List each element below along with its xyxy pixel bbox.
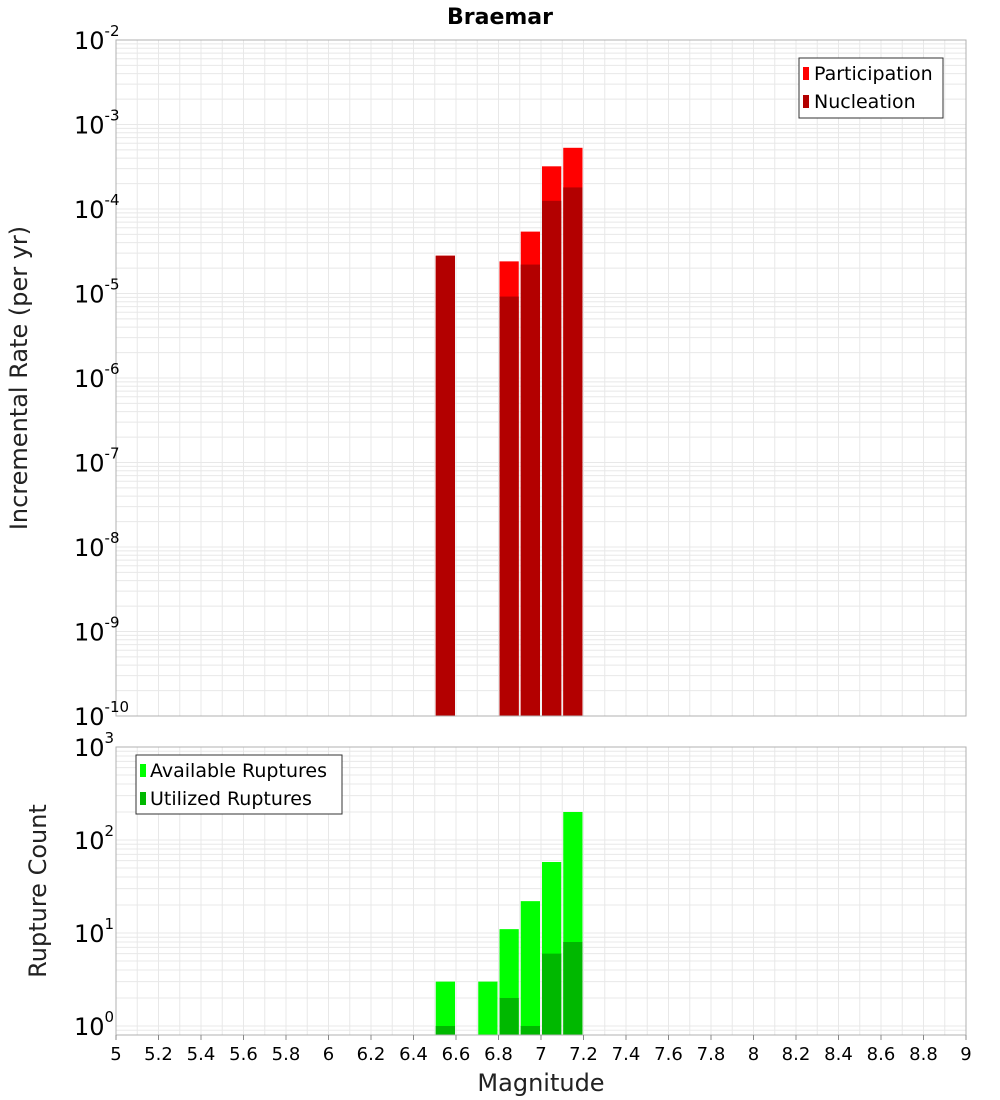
x-tick-label: 8.2: [782, 1044, 811, 1065]
top-plot-frame: [115, 39, 967, 717]
x-tick-label: 6.2: [357, 1044, 386, 1065]
bottom-bar-utilized-ruptures-6.55: [435, 1025, 455, 1035]
bottom-bars: [435, 812, 583, 1035]
bottom-y-tick-label: 102: [74, 822, 114, 855]
bottom-legend-box: [135, 754, 343, 815]
x-tick-label: 8.4: [824, 1044, 853, 1065]
top-legend-box: [798, 57, 944, 119]
top-y-tick-label: 10-4: [74, 191, 120, 224]
legend-swatch-nucleation: [803, 95, 809, 108]
x-tick-label: 6: [323, 1044, 334, 1065]
legend-swatch-participation: [803, 67, 809, 80]
bottom-y-tick-label: 100: [74, 1008, 114, 1041]
bottom-bar-utilized-ruptures-7.15: [563, 942, 583, 1035]
top-bar-nucleation-7.15: [563, 187, 583, 717]
bottom-bar-available-ruptures-6.55: [435, 981, 455, 1035]
top-y-tick-label: 10-9: [74, 614, 120, 647]
top-legend: Participation Nucleation: [798, 57, 944, 119]
x-tick-label: 7.2: [569, 1044, 598, 1065]
bottom-y-ticks: 103 102 101 100: [74, 729, 114, 1041]
x-tick-label: 6.6: [442, 1044, 471, 1065]
legend-label-utilized: Utilized Ruptures: [150, 788, 312, 810]
top-y-tick-label: 10-5: [74, 276, 120, 309]
x-tick-label: 9: [960, 1044, 971, 1065]
x-tick-label: 8: [748, 1044, 759, 1065]
x-tick-label: 8.6: [867, 1044, 896, 1065]
x-axis-label: Magnitude: [477, 1069, 604, 1097]
top-bar-nucleation-6.55: [435, 255, 455, 716]
bottom-bar-available-ruptures-6.75: [478, 981, 498, 1035]
top-panel: 10-2 10-3 10-4 10-5 10-6 10-7 10-8 10-9 10-10 In…: [5, 22, 967, 731]
top-bar-nucleation-6.85: [499, 296, 519, 716]
bottom-bar-utilized-ruptures-6.95: [520, 1025, 540, 1035]
bottom-y-axis-label: Rupture Count: [24, 804, 52, 978]
bottom-panel: 103 102 101 100 Rupture Count Available Rup…: [24, 729, 967, 1041]
top-y-tick-label: 10-6: [74, 360, 120, 393]
x-tick-label: 7: [535, 1044, 546, 1065]
bottom-bar-utilized-ruptures-7.05: [542, 953, 562, 1035]
x-tick-label: 6.8: [484, 1044, 513, 1065]
top-y-tick-label: 10-3: [74, 107, 120, 140]
top-bars: [435, 147, 583, 717]
bottom-legend: Available Ruptures Utilized Ruptures: [135, 754, 343, 815]
x-tick-label: 5.4: [187, 1044, 216, 1065]
x-tick-label: 7.4: [612, 1044, 641, 1065]
x-tick-label: 7.6: [654, 1044, 683, 1065]
x-tick-label: 8.8: [909, 1044, 938, 1065]
top-gridlines: [115, 39, 967, 717]
x-tick-label: 5.8: [272, 1044, 301, 1065]
top-y-axis-label: Incremental Rate (per yr): [5, 226, 33, 530]
bottom-y-tick-label: 103: [74, 729, 114, 762]
x-tick-label: 5.6: [229, 1044, 258, 1065]
bottom-bar-available-ruptures-6.95: [520, 901, 540, 1035]
legend-swatch-utilized: [140, 792, 146, 805]
bottom-bar-utilized-ruptures-6.85: [499, 997, 519, 1035]
top-y-tick-label: 10-2: [74, 22, 120, 55]
top-y-tick-label: 10-10: [74, 698, 129, 731]
x-tick-label: 6.4: [399, 1044, 428, 1065]
bottom-y-tick-label: 101: [74, 915, 114, 948]
top-y-tick-label: 10-8: [74, 529, 120, 562]
x-tick-label: 7.8: [697, 1044, 726, 1065]
x-tick-label: 5: [110, 1044, 121, 1065]
legend-label-available: Available Ruptures: [150, 760, 327, 782]
x-axis-ticks: 5 5.2 5.4 5.6 5.8 6 6.2 6.4 6.6 6.8 7 7.2 7.4 7.6 7.8 8…: [110, 1035, 972, 1065]
top-bar-nucleation-7.05: [542, 200, 562, 717]
legend-label-nucleation: Nucleation: [814, 91, 916, 113]
top-y-tick-label: 10-7: [74, 445, 120, 478]
legend-label-participation: Participation: [814, 63, 933, 85]
x-tick-label: 5.2: [144, 1044, 173, 1065]
top-bar-nucleation-6.95: [520, 264, 540, 716]
chart-title: Braemar: [447, 5, 553, 30]
legend-swatch-available: [140, 764, 146, 777]
top-y-ticks: 10-2 10-3 10-4 10-5 10-6 10-7 10-8 10-9 10-10: [74, 22, 129, 731]
